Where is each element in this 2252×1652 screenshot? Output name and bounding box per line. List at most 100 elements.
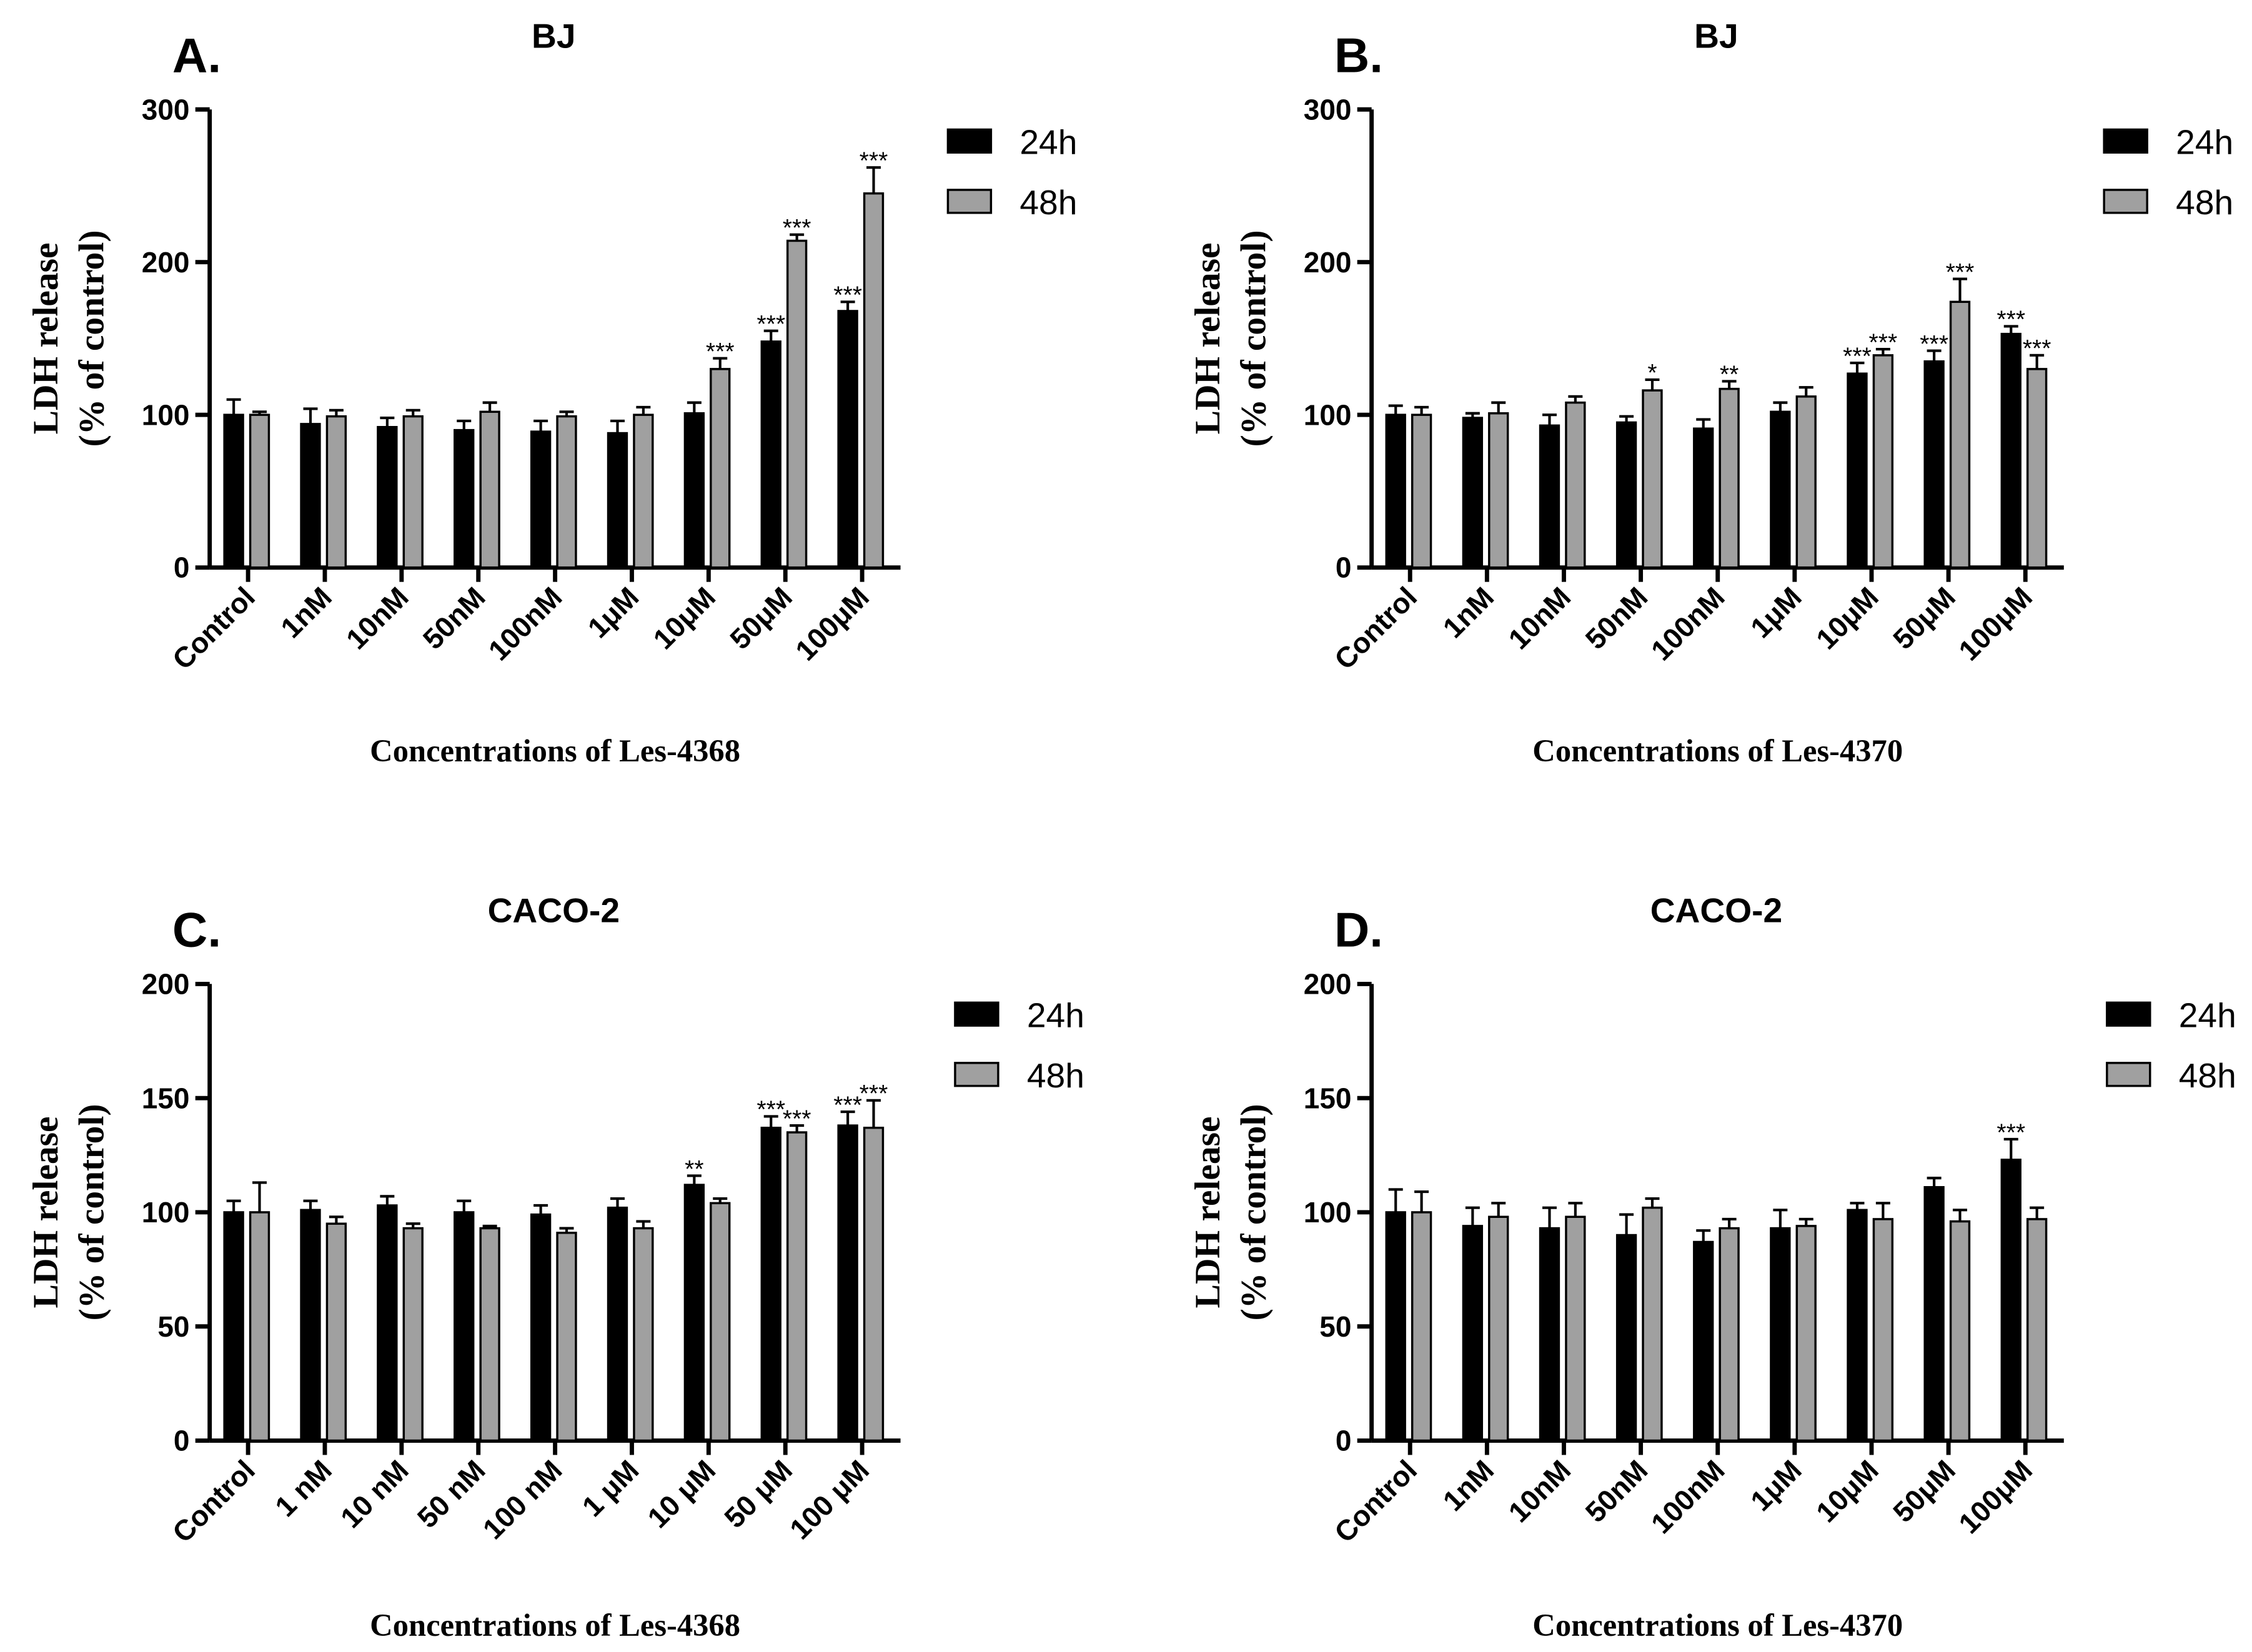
y-axis-label: LDH release: [26, 242, 66, 434]
y-axis-label: (% of control): [1234, 230, 1274, 447]
bar: [377, 1204, 398, 1442]
x-tick-label: 100μM: [1952, 581, 2038, 667]
significance-label: *: [1647, 360, 1657, 387]
bar: [837, 1124, 858, 1442]
bar: [454, 1211, 475, 1442]
legend-swatch: [954, 1001, 1000, 1027]
y-tick-label: 150: [1304, 1082, 1352, 1114]
bar: [300, 423, 321, 569]
bar: [1488, 412, 1509, 569]
significance-label: ***: [1946, 259, 1975, 286]
legend-label: 48h: [2179, 1056, 2236, 1095]
x-tick-label: 50nM: [1579, 1453, 1654, 1528]
bar: [479, 410, 500, 569]
y-tick-label: 0: [174, 551, 190, 584]
bar: [2026, 368, 2048, 569]
bar: [1462, 417, 1484, 569]
x-axis-label: Concentrations of Les-4368: [370, 733, 740, 768]
x-axis-label: Concentrations of Les-4370: [1532, 1608, 1903, 1643]
y-tick-label: 200: [1304, 246, 1352, 279]
bar: [760, 1126, 781, 1442]
bar: [223, 413, 244, 569]
x-tick-label: 1nM: [1436, 1453, 1500, 1517]
x-tick-label: 1 nM: [269, 1453, 338, 1523]
legend-label: 24h: [1027, 996, 1084, 1034]
bar: [325, 415, 347, 569]
y-tick-label: 100: [1304, 1196, 1352, 1229]
y-tick-label: 0: [1336, 1425, 1352, 1457]
significance-label: ***: [1997, 307, 2025, 334]
significance-label: ***: [756, 311, 785, 338]
legend-swatch: [2103, 189, 2148, 214]
legend-label: 48h: [2176, 183, 2233, 222]
bar: [1539, 424, 1560, 569]
bar: [2000, 1159, 2021, 1442]
bar: [249, 1211, 270, 1442]
bar: [683, 412, 705, 569]
bar: [556, 415, 577, 569]
x-tick-label: Control: [1328, 1453, 1423, 1548]
significance-label: ***: [1997, 1119, 2025, 1146]
x-tick-label: 100μM: [1952, 1453, 2038, 1540]
x-tick-label: 10μM: [647, 581, 722, 656]
panel-label: B.: [1334, 27, 1383, 82]
bar: [402, 415, 424, 569]
y-tick-label: 200: [142, 967, 190, 1000]
chart-title: CACO-2: [488, 891, 620, 930]
bar: [300, 1209, 321, 1442]
x-tick-label: 100nM: [1645, 581, 1731, 667]
x-tick-label: 100nM: [1645, 1453, 1731, 1540]
bar: [530, 430, 552, 569]
bar: [249, 413, 270, 569]
bar: [786, 1131, 808, 1442]
x-tick-label: 50μM: [1887, 581, 1962, 656]
bar: [1539, 1227, 1560, 1442]
bar: [1795, 395, 1817, 569]
x-tick-label: 1nM: [274, 581, 338, 645]
chart-title: BJ: [532, 16, 576, 55]
bar: [402, 1227, 424, 1442]
bar: [1411, 413, 1432, 569]
x-tick-label: 10nM: [1502, 1453, 1577, 1528]
bar: [377, 426, 398, 569]
y-tick-label: 200: [142, 246, 190, 279]
bar: [1565, 1215, 1586, 1442]
y-tick-label: 300: [1304, 93, 1352, 126]
bar: [607, 1206, 628, 1442]
bar: [479, 1227, 500, 1442]
legend-swatch: [946, 189, 993, 214]
significance-label: ***: [1843, 343, 1872, 370]
y-tick-label: 300: [142, 93, 190, 126]
x-axis-label: Concentrations of Les-4368: [370, 1608, 740, 1643]
x-tick-label: 10 μM: [641, 1453, 722, 1534]
bar: [1565, 401, 1586, 569]
bar: [1770, 1227, 1791, 1442]
significance-label: ***: [783, 1105, 811, 1132]
y-axis-label: (% of control): [72, 1104, 112, 1321]
legend-label: 24h: [2179, 996, 2236, 1034]
bar: [1385, 413, 1406, 569]
bar: [863, 192, 885, 569]
bar: [325, 1222, 347, 1442]
bar: [1385, 1211, 1406, 1442]
x-tick-label: 1μM: [1744, 1453, 1808, 1517]
bar: [1923, 360, 1945, 569]
legend-label: 48h: [1019, 183, 1077, 222]
bar: [837, 310, 858, 569]
x-tick-label: 100μM: [789, 581, 875, 667]
x-tick-label: Control: [166, 1453, 261, 1548]
bar: [2000, 332, 2021, 569]
significance-label: ***: [706, 339, 735, 365]
x-tick-label: 10μM: [1810, 1453, 1885, 1528]
x-tick-label: 1μM: [582, 581, 645, 645]
bar: [633, 413, 654, 569]
bar: [530, 1213, 552, 1442]
bar: [1488, 1215, 1509, 1442]
bar: [454, 428, 475, 569]
bar: [1693, 1240, 1714, 1442]
y-axis-label: LDH release: [26, 1116, 66, 1308]
bar: [1615, 1234, 1637, 1442]
legend-swatch: [946, 128, 993, 154]
significance-label: ***: [756, 1097, 785, 1124]
